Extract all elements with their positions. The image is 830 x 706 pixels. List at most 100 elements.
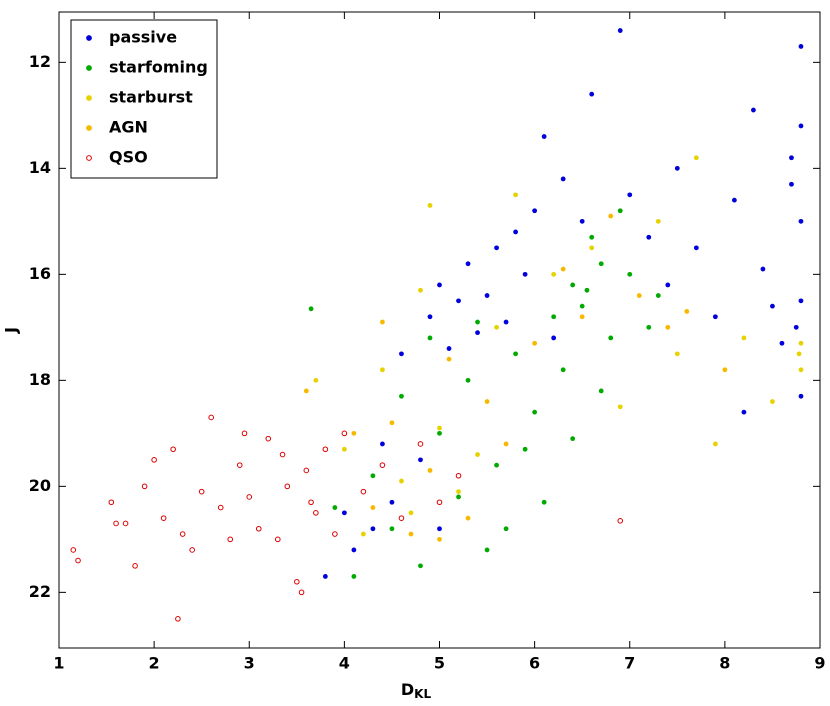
point	[141, 483, 148, 490]
point	[255, 525, 262, 532]
point	[370, 505, 376, 510]
point	[418, 563, 423, 569]
point	[398, 515, 405, 521]
point	[179, 531, 186, 537]
point	[389, 526, 395, 532]
legend-marker	[86, 155, 92, 161]
point	[712, 441, 718, 447]
x-axis-label: DKL	[401, 680, 432, 701]
point	[436, 499, 443, 506]
point	[484, 293, 490, 298]
point	[779, 340, 785, 346]
point	[236, 462, 243, 468]
point	[175, 616, 181, 622]
x-tick-label: 8	[719, 654, 730, 673]
point	[494, 324, 499, 330]
point	[579, 218, 585, 224]
legend-marker	[86, 65, 92, 71]
point	[579, 314, 585, 320]
legend-marker	[86, 35, 92, 41]
point	[617, 208, 623, 214]
point	[655, 218, 661, 224]
point	[796, 351, 802, 357]
point	[598, 388, 604, 394]
point	[731, 197, 737, 203]
point	[513, 192, 518, 198]
point	[551, 335, 557, 341]
point	[313, 377, 319, 383]
y-tick-label: 12	[29, 52, 51, 71]
y-tick-label: 16	[29, 264, 51, 283]
point	[427, 335, 433, 341]
point	[308, 499, 314, 506]
point	[437, 430, 442, 436]
point	[522, 446, 528, 452]
point	[636, 293, 642, 298]
point	[570, 436, 576, 442]
point	[322, 446, 329, 453]
point	[608, 335, 614, 341]
point	[456, 298, 461, 304]
point	[551, 271, 557, 277]
point	[189, 547, 195, 553]
point	[427, 203, 433, 208]
point	[427, 314, 433, 320]
point	[379, 462, 386, 468]
x-tick-label: 1	[53, 654, 64, 673]
point	[208, 414, 214, 421]
point	[513, 351, 518, 357]
point	[332, 505, 338, 510]
point	[655, 293, 661, 298]
point	[798, 298, 804, 304]
point	[494, 245, 499, 251]
point	[770, 303, 775, 309]
point	[417, 441, 424, 447]
point	[684, 309, 690, 314]
point	[437, 425, 442, 431]
point	[665, 324, 671, 330]
point	[617, 518, 624, 524]
point	[570, 282, 576, 288]
point	[608, 213, 614, 219]
point	[351, 430, 357, 436]
point	[70, 547, 77, 553]
point	[503, 441, 509, 447]
point	[122, 520, 129, 527]
y-tick-label: 20	[29, 476, 51, 495]
point	[798, 340, 804, 346]
point	[361, 531, 366, 537]
point	[399, 478, 404, 484]
x-tick-label: 3	[244, 654, 255, 673]
point	[246, 494, 253, 500]
point	[313, 510, 319, 516]
point	[360, 488, 367, 495]
legend-label: AGN	[109, 118, 148, 137]
point	[560, 367, 566, 373]
point	[665, 282, 671, 288]
point	[274, 536, 281, 543]
point	[341, 510, 347, 516]
point	[380, 367, 385, 373]
point	[108, 499, 115, 506]
point	[160, 515, 167, 521]
point	[627, 271, 633, 277]
point	[389, 499, 395, 505]
point	[712, 314, 718, 320]
point	[551, 314, 557, 320]
point	[322, 574, 328, 579]
point	[693, 245, 699, 251]
point	[446, 356, 452, 362]
point	[589, 234, 595, 240]
point	[541, 499, 547, 505]
x-tick-label: 9	[814, 654, 825, 673]
point	[579, 303, 585, 309]
point	[408, 510, 414, 516]
point	[674, 351, 680, 357]
point	[284, 483, 291, 490]
point	[674, 165, 680, 171]
point	[113, 520, 119, 527]
point	[427, 468, 433, 473]
point	[308, 306, 314, 312]
legend-label: starfoming	[109, 58, 208, 77]
